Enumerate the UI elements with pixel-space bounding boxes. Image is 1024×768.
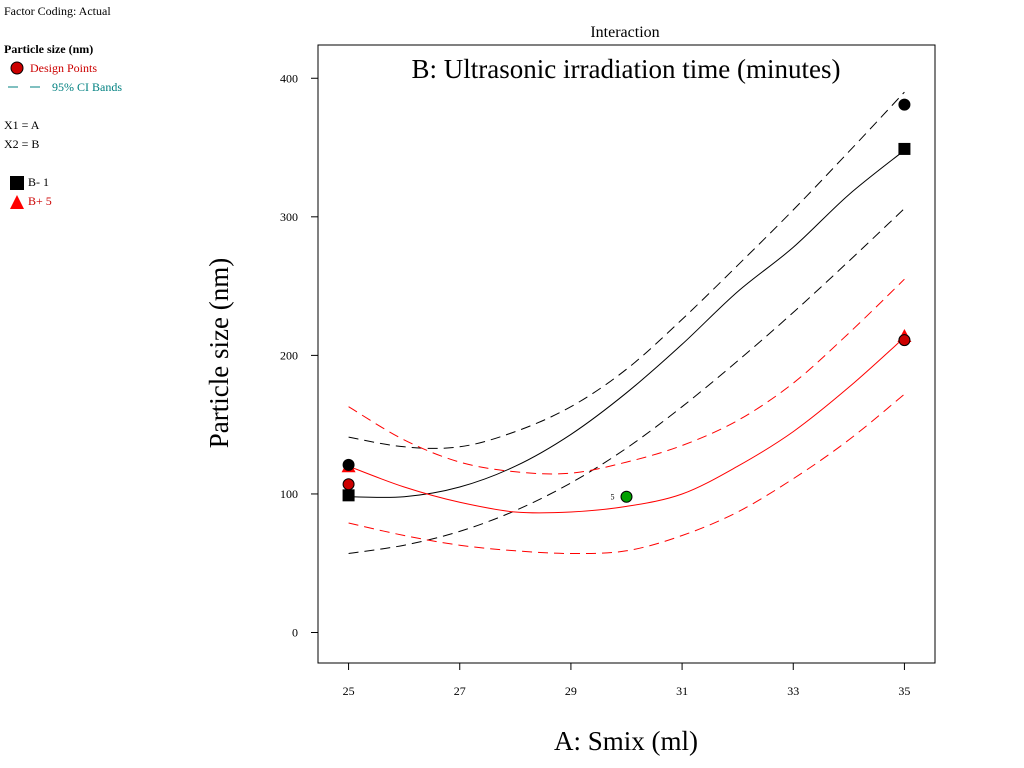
y-tick-label: 400 — [280, 71, 298, 85]
ci-upper-band-1 — [348, 278, 905, 475]
x-tick-label: 35 — [898, 684, 910, 698]
y-tick-label: 200 — [280, 348, 298, 362]
square-marker — [342, 489, 355, 502]
design-point — [898, 98, 911, 111]
design-point-legend-icon — [10, 61, 24, 75]
y-tick-label: 0 — [292, 626, 298, 640]
factor-coding-label: Factor Coding: Actual — [4, 4, 111, 18]
y-tick-label: 100 — [280, 487, 298, 501]
fit-line-1 — [348, 337, 905, 514]
response-label: Particle size (nm) — [4, 42, 94, 56]
x-tick-label: 31 — [676, 684, 688, 698]
chart-title: Interaction — [590, 24, 659, 41]
triangle-marker-icon — [10, 195, 24, 209]
ci-upper-band-0 — [348, 91, 905, 449]
y-axis-label: Particle size (nm) — [204, 258, 234, 448]
design-point — [342, 458, 355, 471]
b-high-label: B+ 5 — [28, 194, 52, 208]
data-points: 5 — [341, 98, 912, 503]
axes: 25 27 29 31 33 35 0 100 200 300 400 — [280, 71, 910, 698]
center-design-point — [620, 490, 633, 503]
x-tick-label: 29 — [565, 684, 577, 698]
x-tick-label: 25 — [343, 684, 355, 698]
x-tick-label: 33 — [787, 684, 799, 698]
x1-mapping: X1 = A — [4, 118, 40, 132]
square-marker-icon — [10, 176, 24, 190]
y-tick-label: 300 — [280, 210, 298, 224]
chart-subtitle: B: Ultrasonic irradiation time (minutes) — [412, 54, 841, 84]
b-low-label: B- 1 — [28, 175, 49, 189]
plot-frame — [317, 44, 936, 664]
design-point — [898, 334, 911, 347]
square-marker — [898, 142, 911, 155]
x2-mapping: X2 = B — [4, 137, 40, 151]
x-tick-label: 27 — [454, 684, 466, 698]
ci-bands-label: 95% CI Bands — [52, 80, 122, 94]
fit-line-0 — [348, 149, 905, 498]
center-point-count-label: 5 — [611, 493, 615, 502]
ci-lower-band-1 — [348, 393, 905, 555]
fit-lines — [348, 149, 905, 514]
design-point — [342, 478, 355, 491]
ci-bands — [348, 91, 905, 555]
ci-lower-band-0 — [348, 208, 905, 554]
design-points-label: Design Points — [30, 61, 98, 75]
x-axis-label: A: Smix (ml) — [554, 726, 698, 756]
